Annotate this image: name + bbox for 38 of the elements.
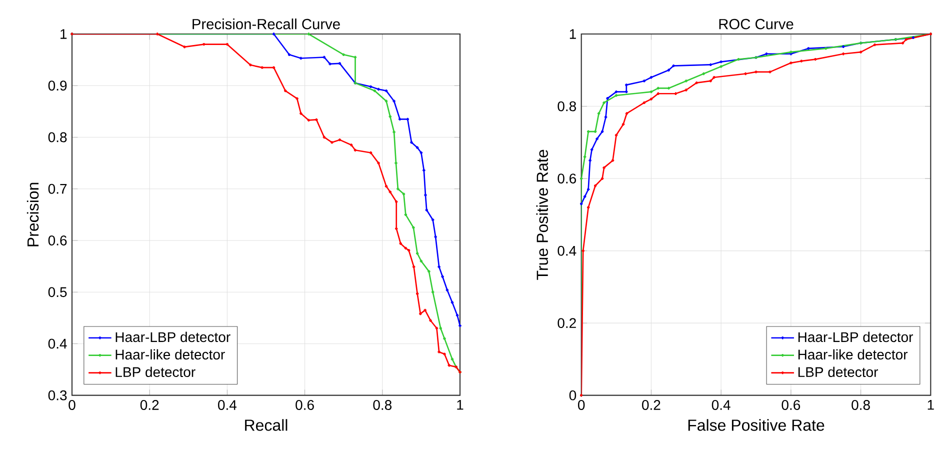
x-tick-label: 0.8 (852, 400, 870, 410)
x-tick-label: 0.4 (218, 400, 237, 410)
x-tick-label: 0 (68, 400, 76, 410)
x-tick-label: 0.4 (712, 400, 730, 410)
y-tick-label: 0.3 (48, 390, 67, 400)
x-tick-label: 0.8 (373, 400, 392, 410)
legend-label: Haar-like detector (116, 349, 225, 360)
x-tick-label: 0.6 (296, 400, 314, 410)
x-tick-label: 1 (457, 400, 464, 410)
y-axis-title: True Positive Rate (536, 150, 548, 280)
x-tick-label: 0.2 (642, 400, 660, 410)
y-tick-label: 0.9 (48, 80, 67, 91)
legend-label: Haar-LBP detector (116, 332, 230, 342)
y-tick-label: 0.6 (48, 236, 67, 246)
y-tick-label: 1 (60, 29, 67, 39)
y-tick-label: 0.5 (48, 287, 67, 298)
y-tick-label: 0.8 (558, 101, 576, 112)
y-tick-label: 0.4 (558, 246, 576, 256)
x-tick-label: 1 (928, 400, 934, 410)
chart-title: Precision-Recall Curve (192, 18, 340, 30)
y-tick-label: 0.6 (558, 174, 576, 184)
y-tick-label: 0.8 (48, 132, 67, 142)
chart-title: ROC Curve (719, 18, 794, 30)
legend-label: LBP detector (116, 366, 196, 378)
x-axis-title: False Positive Rate (688, 419, 824, 431)
x-tick-label: 0 (578, 400, 585, 410)
x-axis-title: Recall (245, 419, 288, 431)
y-tick-label: 0.2 (558, 318, 576, 328)
legend-label: Haar-like detector (798, 349, 908, 360)
y-tick-label: 0.7 (48, 184, 67, 194)
y-tick-label: 0 (569, 390, 576, 400)
legend-label: Haar-LBP detector (798, 332, 914, 342)
y-axis-title: Precision (26, 182, 39, 246)
legend-label: LBP detector (798, 366, 878, 378)
x-tick-label: 0.6 (782, 400, 800, 410)
y-tick-label: 0.4 (48, 338, 67, 349)
y-tick-label: 1 (570, 29, 576, 39)
x-tick-label: 0.2 (140, 400, 159, 410)
